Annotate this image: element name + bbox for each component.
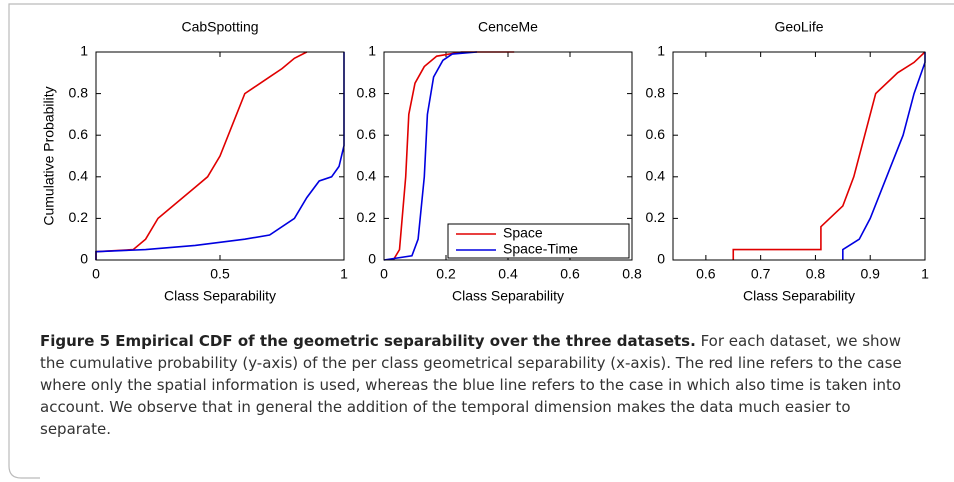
y-axis-label: Cumulative Probability: [41, 86, 57, 225]
y-tick-label: 0.8: [357, 84, 377, 100]
cdf-line: [732, 51, 926, 260]
y-tick-label: 0.4: [69, 168, 89, 184]
x-tick-label: 1: [340, 266, 348, 282]
y-tick-label: 0: [368, 251, 376, 267]
y-tick-label: 0.6: [646, 126, 666, 142]
plot-box: [672, 51, 926, 261]
x-tick-label: 0.8: [622, 266, 642, 282]
x-tick-label: 0.9: [860, 266, 880, 282]
legend-label: Space-Time: [503, 241, 578, 257]
caption-title: Figure 5 Empirical CDF of the geometric …: [40, 332, 696, 350]
y-tick-label: 0.4: [646, 168, 666, 184]
cdf-line: [383, 51, 478, 261]
x-axis-label: Class Separability: [452, 288, 564, 304]
x-tick-label: 0.2: [436, 266, 456, 282]
y-tick-label: 0.2: [646, 209, 666, 225]
caption-text: For each dataset, we show the cumulative…: [40, 332, 902, 438]
y-tick-label: 0.2: [69, 209, 89, 225]
cdf-line: [95, 51, 308, 260]
chart-title: CabSpotting: [181, 19, 258, 35]
plot-box: [95, 51, 345, 261]
cdf-line: [842, 52, 926, 260]
x-tick-label: 0.7: [751, 266, 771, 282]
y-tick-label: 1: [368, 43, 376, 59]
x-axis-label: Class Separability: [743, 288, 855, 304]
y-tick-label: 0.4: [357, 168, 377, 184]
x-tick-label: 0.6: [560, 266, 580, 282]
y-tick-label: 0.6: [69, 126, 89, 142]
legend-label: Space: [503, 225, 543, 241]
cdf-line: [95, 52, 345, 260]
y-tick-label: 0.2: [357, 209, 377, 225]
plot-box: [383, 51, 633, 261]
y-tick-label: 0: [80, 251, 88, 267]
y-tick-label: 1: [80, 43, 88, 59]
x-tick-label: 0: [92, 266, 100, 282]
y-tick-label: 0.8: [646, 84, 666, 100]
caption: Figure 5 Empirical CDF of the geometric …: [40, 330, 920, 440]
x-tick-label: 1: [921, 266, 929, 282]
x-tick-label: 0: [380, 266, 388, 282]
chart-title: GeoLife: [774, 19, 823, 35]
y-tick-label: 0: [657, 251, 665, 267]
x-axis-label: Class Separability: [164, 288, 276, 304]
legend-box: [447, 223, 630, 259]
chart-title: CenceMe: [478, 19, 538, 35]
x-tick-label: 0.8: [806, 266, 826, 282]
x-tick-label: 0.6: [696, 266, 716, 282]
x-tick-label: 0.5: [210, 266, 230, 282]
frame: [8, 3, 954, 479]
y-tick-label: 1: [657, 43, 665, 59]
y-tick-label: 0.8: [69, 84, 89, 100]
x-tick-label: 0.4: [498, 266, 518, 282]
y-tick-label: 0.6: [357, 126, 377, 142]
